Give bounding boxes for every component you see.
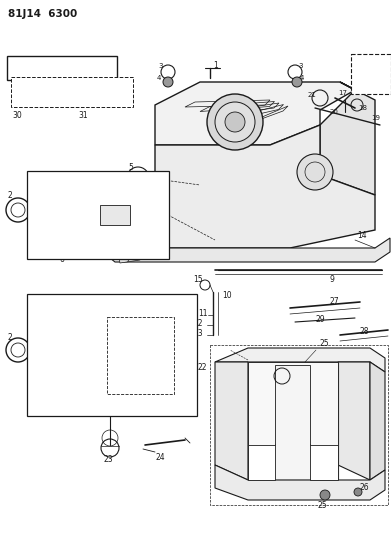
Circle shape <box>215 102 255 142</box>
Circle shape <box>140 353 150 363</box>
Text: 29: 29 <box>315 316 325 325</box>
Polygon shape <box>248 444 275 480</box>
Polygon shape <box>100 230 390 262</box>
Polygon shape <box>310 444 338 480</box>
Polygon shape <box>248 362 338 480</box>
Text: 7: 7 <box>125 255 130 264</box>
Polygon shape <box>155 125 375 248</box>
Circle shape <box>130 353 140 363</box>
Polygon shape <box>215 348 385 372</box>
Text: 12: 12 <box>193 319 203 327</box>
Circle shape <box>320 490 330 500</box>
Text: 25: 25 <box>320 338 330 348</box>
Polygon shape <box>338 362 370 480</box>
Text: 3: 3 <box>158 63 163 69</box>
Text: 8: 8 <box>38 214 43 222</box>
Polygon shape <box>118 250 140 263</box>
Text: 26: 26 <box>360 483 369 492</box>
Text: 3: 3 <box>298 63 303 69</box>
Polygon shape <box>370 362 385 480</box>
Text: 24: 24 <box>155 454 165 463</box>
Text: 19: 19 <box>371 115 380 121</box>
Circle shape <box>149 341 167 359</box>
Text: 16: 16 <box>355 55 364 61</box>
Text: 31: 31 <box>78 110 88 119</box>
Polygon shape <box>215 465 385 500</box>
Text: 2: 2 <box>8 334 13 343</box>
Circle shape <box>225 112 245 132</box>
FancyBboxPatch shape <box>351 54 391 94</box>
Text: 10: 10 <box>222 292 231 301</box>
FancyBboxPatch shape <box>27 171 169 259</box>
Circle shape <box>297 154 333 190</box>
Text: NO TAPE FLAME OR HEAT: NO TAPE FLAME OR HEAT <box>39 96 105 101</box>
Text: 13: 13 <box>193 328 203 337</box>
Polygon shape <box>155 82 355 145</box>
Circle shape <box>163 77 173 87</box>
Text: 23: 23 <box>103 456 113 464</box>
Circle shape <box>129 219 147 237</box>
Text: 18: 18 <box>358 105 367 111</box>
Polygon shape <box>215 362 248 480</box>
Polygon shape <box>320 82 375 195</box>
Text: 81J14  6300: 81J14 6300 <box>8 9 77 19</box>
Text: 30: 30 <box>12 110 22 119</box>
Text: 21: 21 <box>308 92 317 98</box>
Text: 5: 5 <box>128 164 133 173</box>
Text: 15: 15 <box>193 276 203 285</box>
FancyBboxPatch shape <box>11 77 133 107</box>
FancyBboxPatch shape <box>7 56 117 80</box>
Text: 8: 8 <box>38 338 43 348</box>
FancyBboxPatch shape <box>27 294 197 416</box>
Circle shape <box>354 488 362 496</box>
Text: 20: 20 <box>330 109 339 115</box>
Text: 6: 6 <box>60 255 65 264</box>
Text: DIESEL FUEL ONLY: DIESEL FUEL ONLY <box>23 63 102 72</box>
Text: 2: 2 <box>8 191 13 200</box>
Text: 25: 25 <box>318 500 328 510</box>
Text: 4: 4 <box>157 75 161 81</box>
Polygon shape <box>248 362 338 445</box>
Bar <box>100 205 130 225</box>
Text: 1: 1 <box>213 61 218 70</box>
Circle shape <box>292 77 302 87</box>
Text: 14: 14 <box>357 230 367 239</box>
Circle shape <box>207 94 263 150</box>
Circle shape <box>120 353 130 363</box>
Text: 17: 17 <box>338 90 347 96</box>
Text: UNLEADED FUEL ONLY: UNLEADED FUEL ONLY <box>37 85 107 91</box>
Text: 11: 11 <box>198 309 208 318</box>
Text: 9: 9 <box>330 276 335 285</box>
FancyBboxPatch shape <box>107 317 174 394</box>
Text: 27: 27 <box>330 297 340 306</box>
Text: 22: 22 <box>198 364 208 373</box>
Text: 4: 4 <box>300 75 304 81</box>
Text: 28: 28 <box>360 327 369 336</box>
